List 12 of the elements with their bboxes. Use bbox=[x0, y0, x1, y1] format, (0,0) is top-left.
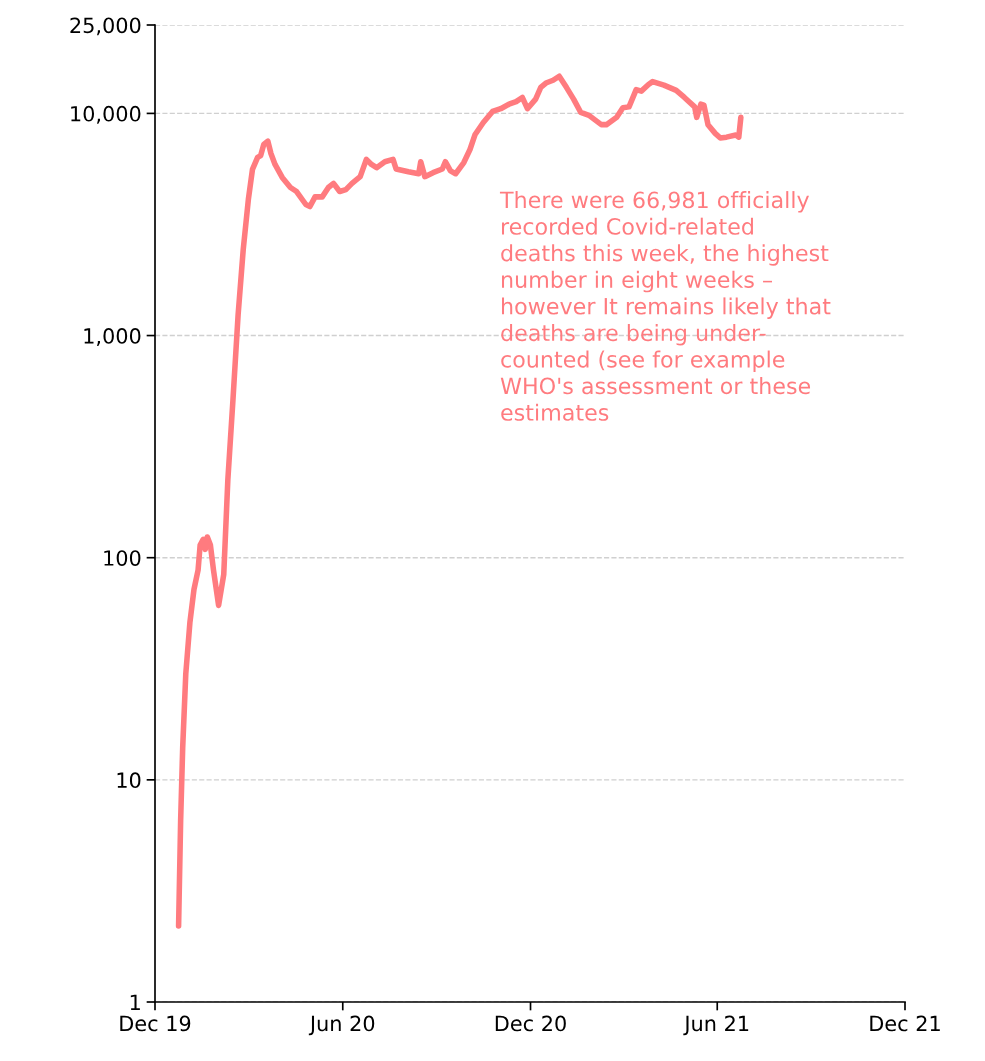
x-tick-label: Dec 19 bbox=[120, 1015, 191, 1032]
text: There were 66,981 officially recorded Covid-related deaths this week, the highest number in eight weeks – however It remains likely that deaths are being under- counted (see for example WHO's assessment or these estimates bbox=[499, 191, 831, 421]
y-tick-label: 1,000 bbox=[84, 328, 141, 346]
y-tick-label: 100 bbox=[104, 550, 141, 566]
x-tick-label: Dec 21 bbox=[870, 1015, 940, 1032]
y-tick-label: 1 bbox=[130, 994, 140, 1010]
x-tick-label: Jun 20 bbox=[308, 1015, 375, 1036]
x-tick-label: Dec 20 bbox=[495, 1015, 566, 1032]
y-tick-label: 10 bbox=[117, 772, 141, 789]
x-tick-label: Jun 21 bbox=[683, 1015, 749, 1036]
y-tick-label: 25,000 bbox=[70, 17, 141, 36]
y-tick-label: 10,000 bbox=[71, 105, 141, 124]
